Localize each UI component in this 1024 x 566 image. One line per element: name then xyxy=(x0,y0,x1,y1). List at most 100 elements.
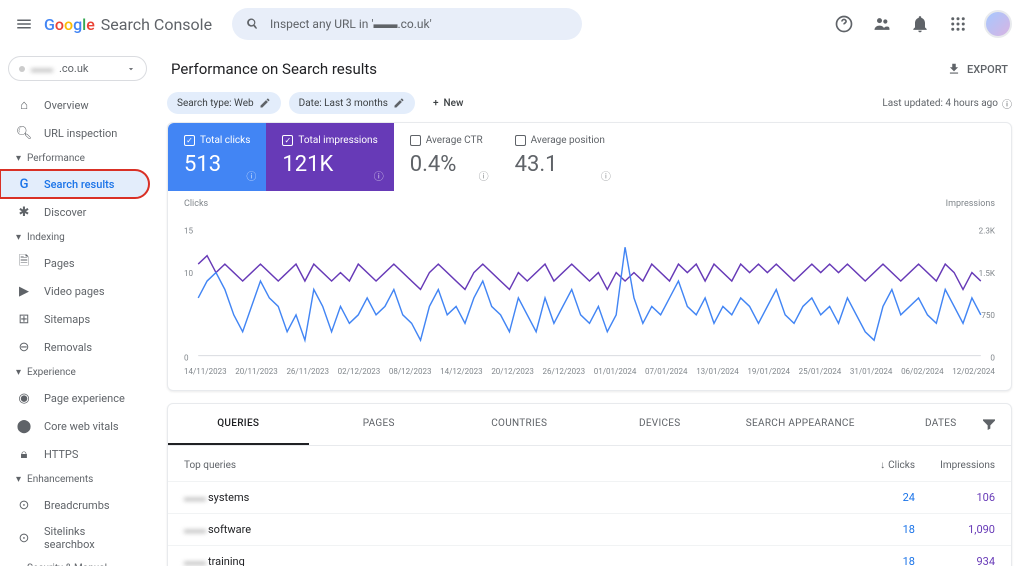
help-icon[interactable]: ⓘ xyxy=(374,168,384,183)
search-placeholder: Inspect any URL in '▬▬.co.uk' xyxy=(270,17,432,31)
nav-sitemaps[interactable]: ⊞Sitemaps xyxy=(0,305,149,333)
tab-devices[interactable]: DEVICES xyxy=(590,404,731,445)
apps-icon[interactable] xyxy=(946,12,970,36)
td-clicks: 24 xyxy=(835,491,915,504)
nav-removals[interactable]: ⊖Removals xyxy=(0,333,149,361)
tile-position[interactable]: Average position 43.1 ⓘ xyxy=(499,123,621,191)
checkbox-off-icon xyxy=(515,135,526,146)
td-query: ▬▬training xyxy=(184,555,835,566)
chevron-icon: ▾ xyxy=(16,474,21,485)
checkbox-on-icon xyxy=(184,135,195,146)
url-inspect-search[interactable]: Inspect any URL in '▬▬.co.uk' xyxy=(232,8,582,40)
tile-clicks[interactable]: Total clicks 513 ⓘ xyxy=(168,123,266,191)
td-query: ▬▬software xyxy=(184,523,835,536)
edit-icon xyxy=(393,97,405,109)
nav-page-experience[interactable]: ◉Page experience xyxy=(0,384,149,412)
chip-new[interactable]: +New xyxy=(423,93,473,114)
table-row[interactable]: ▬▬training18934 xyxy=(168,545,1011,566)
section-security[interactable]: ▸Security & Manual Actions xyxy=(0,557,155,566)
svg-text:0: 0 xyxy=(990,353,995,363)
svg-text:750: 750 xyxy=(981,311,995,321)
product-name: Search Console xyxy=(101,15,212,34)
tab-countries[interactable]: COUNTRIES xyxy=(449,404,590,445)
table-row[interactable]: ▬▬systems24106 xyxy=(168,481,1011,513)
y-left-label: Clicks xyxy=(184,199,208,209)
hamburger-icon[interactable] xyxy=(12,12,36,36)
help-icon[interactable]: ⓘ xyxy=(601,168,611,183)
info-icon[interactable]: ⓘ xyxy=(1002,96,1012,111)
filter-icon[interactable] xyxy=(981,416,997,436)
td-impressions: 106 xyxy=(915,491,995,504)
tab-pages[interactable]: PAGES xyxy=(309,404,450,445)
tab-search-appearance[interactable]: SEARCH APPEARANCE xyxy=(730,404,871,445)
tile-ctr[interactable]: Average CTR 0.4% ⓘ xyxy=(394,123,499,191)
nav-cwv[interactable]: ⬤Core web vitals xyxy=(0,412,149,440)
table-head: Top queries ↓Clicks Impressions xyxy=(168,446,1011,481)
x-axis: 14/11/202320/11/202326/11/202302/12/2023… xyxy=(184,365,995,378)
people-icon[interactable] xyxy=(870,12,894,36)
property-selector[interactable]: ▬▬.co.uk xyxy=(8,56,147,81)
sidebar: ▬▬.co.uk ⌂Overview 🔍︎URL inspection ▾Per… xyxy=(0,48,155,566)
vitals-icon: ⬤ xyxy=(16,418,32,434)
td-impressions: 934 xyxy=(915,555,995,566)
line-chart: 152.3K101.5K75000 xyxy=(184,211,995,361)
section-enhancements[interactable]: ▾Enhancements xyxy=(0,468,155,491)
chip-date[interactable]: Date: Last 3 months xyxy=(289,92,415,114)
td-clicks: 18 xyxy=(835,555,915,566)
notifications-icon[interactable] xyxy=(908,12,932,36)
topbar: Google Search Console Inspect any URL in… xyxy=(0,0,1024,48)
help-icon[interactable]: ⓘ xyxy=(479,168,489,183)
chart-area: Clicks Impressions 152.3K101.5K75000 14/… xyxy=(168,191,1011,390)
td-clicks: 18 xyxy=(835,523,915,536)
content: Performance on Search results EXPORT Sea… xyxy=(155,48,1024,566)
checkbox-on-icon xyxy=(282,135,293,146)
table-row[interactable]: ▬▬software181,090 xyxy=(168,513,1011,545)
nav-search-results[interactable]: GSearch results xyxy=(0,170,149,198)
y-right-label: Impressions xyxy=(946,199,995,209)
section-performance[interactable]: ▾Performance xyxy=(0,147,155,170)
checkbox-off-icon xyxy=(410,135,421,146)
avatar[interactable] xyxy=(984,10,1012,38)
edit-icon xyxy=(259,97,271,109)
nav-overview[interactable]: ⌂Overview xyxy=(0,91,149,119)
nav-https[interactable]: 🔒︎HTTPS xyxy=(0,440,149,468)
section-indexing[interactable]: ▾Indexing xyxy=(0,226,155,249)
chevron-icon: ▾ xyxy=(16,153,21,164)
topbar-actions xyxy=(832,10,1012,38)
chevron-down-icon xyxy=(126,64,136,74)
last-updated: Last updated: 4 hours agoⓘ xyxy=(882,96,1012,111)
nav-discover[interactable]: ✱Discover xyxy=(0,198,149,226)
filter-row: Search type: Web Date: Last 3 months +Ne… xyxy=(167,92,1012,114)
pages-icon: 🗎 xyxy=(16,255,32,271)
logo[interactable]: Google Search Console xyxy=(44,15,212,34)
removals-icon: ⊖ xyxy=(16,339,32,355)
chip-search-type[interactable]: Search type: Web xyxy=(167,92,281,114)
nav-pages[interactable]: 🗎Pages xyxy=(0,249,149,277)
search-icon: 🔍︎ xyxy=(16,125,32,141)
svg-text:10: 10 xyxy=(184,269,193,279)
home-icon: ⌂ xyxy=(16,97,32,113)
breadcrumbs-icon: ⊙ xyxy=(16,497,32,513)
page-header: Performance on Search results EXPORT xyxy=(167,48,1012,92)
section-experience[interactable]: ▾Experience xyxy=(0,361,155,384)
plus-icon: + xyxy=(433,98,439,109)
nav-sitelinks[interactable]: ⊙Sitelinks searchbox xyxy=(0,519,149,557)
tab-queries[interactable]: QUERIES xyxy=(168,404,309,445)
th-impressions[interactable]: Impressions xyxy=(915,460,995,471)
th-clicks[interactable]: ↓Clicks xyxy=(835,460,915,471)
svg-text:15: 15 xyxy=(184,226,193,236)
video-icon: ▶ xyxy=(16,283,32,299)
td-query: ▬▬systems xyxy=(184,491,835,504)
export-button[interactable]: EXPORT xyxy=(947,62,1008,76)
nav-video-pages[interactable]: ▶Video pages xyxy=(0,277,149,305)
help-icon[interactable] xyxy=(832,12,856,36)
th-query: Top queries xyxy=(184,460,835,471)
nav-breadcrumbs[interactable]: ⊙Breadcrumbs xyxy=(0,491,149,519)
discover-icon: ✱ xyxy=(16,204,32,220)
svg-text:0: 0 xyxy=(184,353,189,363)
tile-impressions[interactable]: Total impressions 121K ⓘ xyxy=(266,123,393,191)
table-tabs: QUERIESPAGESCOUNTRIESDEVICESSEARCH APPEA… xyxy=(168,404,1011,446)
help-icon[interactable]: ⓘ xyxy=(246,168,256,183)
google-icon: G xyxy=(16,176,32,192)
nav-url-inspection[interactable]: 🔍︎URL inspection xyxy=(0,119,149,147)
